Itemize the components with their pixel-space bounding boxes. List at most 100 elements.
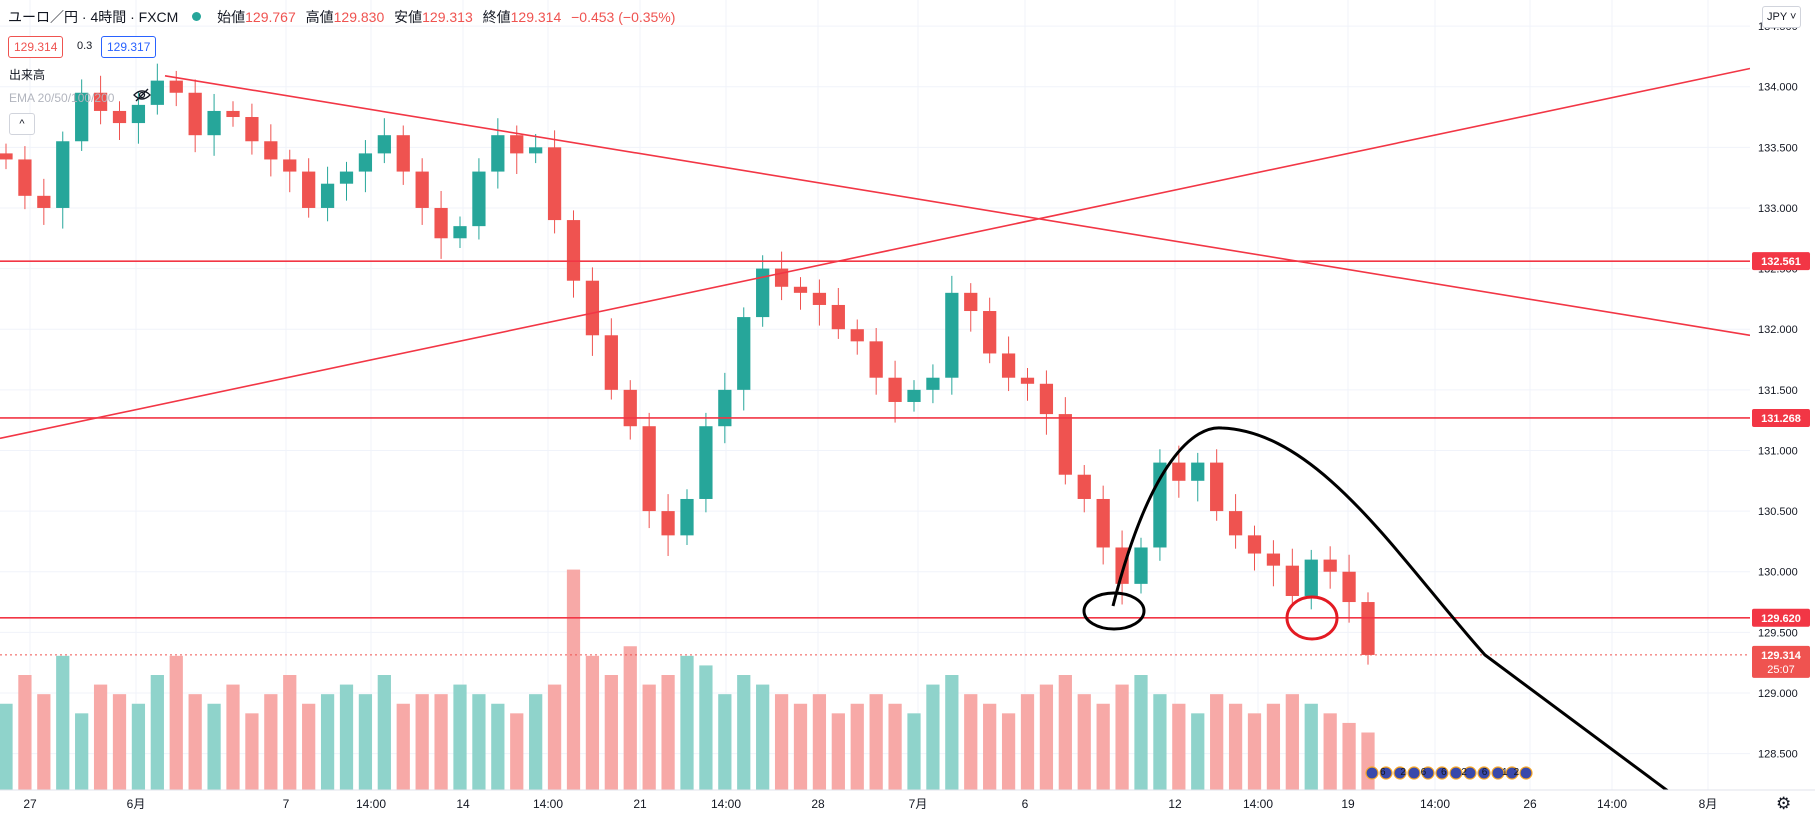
candle-body xyxy=(623,389,637,427)
price-tick-label: 129.500 xyxy=(1758,627,1798,639)
event-counts: 6 2 6 6 2 6 12 xyxy=(1380,767,1525,778)
candle-body xyxy=(0,153,13,160)
candle-body xyxy=(1342,571,1356,603)
ask-price-button[interactable]: 129.317 xyxy=(101,36,157,58)
volume-indicator-label[interactable]: 出来高 xyxy=(9,68,46,82)
candle-body xyxy=(226,110,240,118)
forecast-arc xyxy=(1111,426,1681,802)
currency-dropdown[interactable]: JPY ˅ xyxy=(1762,6,1802,28)
event-icon xyxy=(1519,766,1533,780)
time-axis-bg xyxy=(0,790,1815,816)
volume-bar xyxy=(680,655,694,790)
price-axis[interactable]: 134.500134.000133.500133.000132.500132.0… xyxy=(1750,0,1815,816)
candle-body xyxy=(75,92,89,142)
candle-body xyxy=(964,292,978,312)
candle-body xyxy=(1210,462,1224,512)
volume-bar xyxy=(983,703,997,790)
price-label-tag xyxy=(1752,252,1810,271)
candle-body xyxy=(945,292,959,378)
candle-body xyxy=(1096,498,1110,548)
candle-body xyxy=(566,220,581,281)
candle-body xyxy=(907,389,921,402)
time-tick-label: 8月 xyxy=(1699,797,1718,811)
candle-body xyxy=(169,80,183,93)
volume-bar xyxy=(18,675,32,790)
time-tick-label: 12 xyxy=(1168,797,1182,811)
volume-bar xyxy=(320,694,335,790)
settings-gear-icon[interactable]: ⚙ xyxy=(1776,794,1792,813)
volume-bar xyxy=(1285,694,1299,790)
time-tick-label: 27 xyxy=(23,797,37,811)
candle-body xyxy=(1172,462,1186,481)
time-tick-label: 14:00 xyxy=(711,797,741,811)
volume-bar xyxy=(1304,703,1318,790)
current-price-text: 129.314 xyxy=(1761,650,1802,662)
candle-body xyxy=(434,207,448,239)
high-value: 129.830 xyxy=(333,9,385,25)
price-label-text: 129.620 xyxy=(1761,613,1801,625)
volume-bar xyxy=(472,694,486,790)
trend-line xyxy=(0,67,1751,440)
ema-indicator-label[interactable]: EMA 20/50/100/200 xyxy=(9,91,115,105)
time-tick-label: 14:00 xyxy=(356,797,386,811)
volume-bar xyxy=(93,684,108,790)
symbol-title[interactable]: ユーロ／円 · 4時間 · FXCM xyxy=(8,9,179,25)
volume-bar xyxy=(1361,732,1375,790)
candle-body xyxy=(1191,462,1205,481)
black-circle xyxy=(1082,591,1146,631)
candle-body xyxy=(18,159,32,196)
candle-body xyxy=(774,268,789,287)
candle-body xyxy=(1266,553,1281,566)
volume-bar xyxy=(1172,703,1186,790)
volume-bar xyxy=(207,703,221,790)
bid-price-button[interactable]: 129.314 xyxy=(8,36,64,58)
volume-bar xyxy=(1020,694,1035,790)
volume-bar xyxy=(1266,703,1281,790)
time-tick-label: 14:00 xyxy=(1597,797,1627,811)
volume-bar xyxy=(415,694,429,790)
volume-bar xyxy=(964,694,978,790)
time-tick-label: 21 xyxy=(633,797,647,811)
volume-bar xyxy=(302,703,316,790)
market-status-icon xyxy=(192,12,202,21)
volume-bar xyxy=(907,713,921,790)
candle-body xyxy=(585,280,600,336)
volume-bar xyxy=(491,703,505,790)
price-tick-label: 128.500 xyxy=(1758,749,1798,761)
price-tick-label: 134.000 xyxy=(1758,82,1798,94)
volume-bar xyxy=(37,694,51,790)
event-markers[interactable]: 6 2 6 6 2 6 12 xyxy=(1365,766,1533,780)
volume-bar xyxy=(112,694,127,790)
volume-bar xyxy=(75,713,89,790)
hidden-eye-icon[interactable] xyxy=(133,88,151,102)
event-icon xyxy=(1477,766,1491,780)
volume-bar xyxy=(718,694,732,790)
price-label-tag xyxy=(1752,408,1810,427)
candle-body xyxy=(547,147,562,221)
event-icon xyxy=(1463,766,1477,780)
spread-value: 0.3 xyxy=(77,40,93,52)
volume-bar xyxy=(188,694,202,790)
volume-bar xyxy=(945,675,959,790)
time-tick-label: 6月 xyxy=(127,797,146,811)
candle-body xyxy=(1304,559,1318,596)
volume-bar xyxy=(131,703,146,790)
close-label: 終値 xyxy=(482,9,511,25)
time-axis[interactable]: 27 6月 7 14:00 14 14:00 21 14:00 28 7月 6 12 14:00 19 14… xyxy=(0,789,1815,816)
event-icon xyxy=(1393,766,1407,780)
price-tick-label: 130.500 xyxy=(1758,506,1798,518)
price-label-text: 131.268 xyxy=(1761,413,1801,425)
candle-body xyxy=(1323,559,1337,572)
candle-body xyxy=(112,110,127,124)
candle-body xyxy=(869,341,883,378)
collapse-legend-button[interactable]: ^ xyxy=(9,113,35,135)
candle-body xyxy=(491,135,505,172)
volume-bar xyxy=(585,655,600,790)
time-tick-label: 14:00 xyxy=(533,797,563,811)
change-value: −0.453 (−0.35%) xyxy=(571,9,676,25)
volume-bar xyxy=(1134,675,1148,790)
time-tick-label: 14:00 xyxy=(1420,797,1450,811)
volume-bar xyxy=(699,665,713,790)
volume-bar xyxy=(812,694,827,790)
